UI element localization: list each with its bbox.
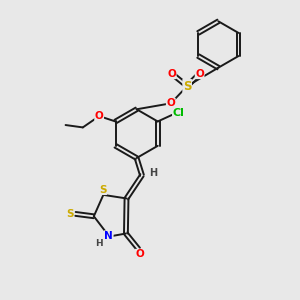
Text: N: N <box>104 231 113 241</box>
Text: S: S <box>183 80 191 93</box>
Text: O: O <box>95 111 103 121</box>
Text: O: O <box>195 69 204 79</box>
Text: S: S <box>66 209 74 219</box>
Text: O: O <box>167 98 175 108</box>
Text: Cl: Cl <box>172 108 184 118</box>
Text: S: S <box>99 184 106 194</box>
Text: H: H <box>149 168 157 178</box>
Text: H: H <box>95 238 103 247</box>
Text: O: O <box>136 249 144 259</box>
Text: O: O <box>167 69 176 79</box>
